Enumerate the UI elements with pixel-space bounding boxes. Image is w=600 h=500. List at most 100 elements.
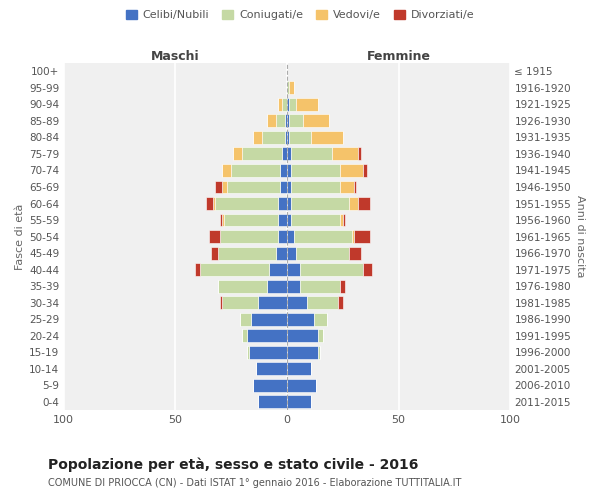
Bar xyxy=(242,330,247,342)
Bar xyxy=(253,131,262,144)
Bar xyxy=(352,230,354,243)
Text: Popolazione per età, sesso e stato civile - 2016: Popolazione per età, sesso e stato civil… xyxy=(48,458,418,472)
Bar xyxy=(227,180,280,194)
Bar xyxy=(287,197,292,210)
Bar xyxy=(284,114,287,128)
Bar xyxy=(287,98,289,111)
Bar xyxy=(292,148,332,160)
Bar xyxy=(220,296,222,309)
Bar xyxy=(338,296,343,309)
Bar xyxy=(302,114,329,128)
Bar xyxy=(200,263,269,276)
Bar xyxy=(287,280,300,292)
Bar xyxy=(269,263,287,276)
Text: COMUNE DI PRIOCCA (CN) - Dati ISTAT 1° gennaio 2016 - Elaborazione TUTTITALIA.IT: COMUNE DI PRIOCCA (CN) - Dati ISTAT 1° g… xyxy=(48,478,461,488)
Bar xyxy=(220,214,222,226)
Bar xyxy=(287,180,292,194)
Text: Maschi: Maschi xyxy=(151,50,200,63)
Bar xyxy=(209,230,220,243)
Bar xyxy=(296,98,318,111)
Bar xyxy=(287,346,318,358)
Bar xyxy=(300,280,340,292)
Bar xyxy=(267,114,276,128)
Bar xyxy=(278,98,283,111)
Bar xyxy=(314,313,327,326)
Bar xyxy=(311,131,343,144)
Bar xyxy=(206,197,213,210)
Bar xyxy=(253,379,287,392)
Bar xyxy=(287,396,311,408)
Bar xyxy=(292,214,340,226)
Bar xyxy=(287,164,292,177)
Bar xyxy=(222,164,231,177)
Bar xyxy=(251,313,287,326)
Bar xyxy=(222,296,258,309)
Bar xyxy=(278,230,287,243)
Bar xyxy=(276,246,287,260)
Bar xyxy=(332,148,358,160)
Bar xyxy=(215,197,278,210)
Bar xyxy=(354,230,370,243)
Bar xyxy=(247,330,287,342)
Bar xyxy=(278,214,287,226)
Bar xyxy=(224,214,278,226)
Bar xyxy=(287,379,316,392)
Bar xyxy=(218,246,276,260)
Bar xyxy=(196,263,200,276)
Bar xyxy=(276,114,284,128)
Y-axis label: Anni di nascita: Anni di nascita xyxy=(575,196,585,278)
Bar xyxy=(343,214,345,226)
Bar xyxy=(256,362,287,376)
Bar xyxy=(340,180,354,194)
Bar xyxy=(280,180,287,194)
Bar xyxy=(287,148,292,160)
Bar xyxy=(287,330,318,342)
Bar xyxy=(349,246,361,260)
Bar xyxy=(242,148,283,160)
Bar xyxy=(287,82,289,94)
Bar xyxy=(289,114,302,128)
Bar xyxy=(213,197,215,210)
Bar xyxy=(240,313,251,326)
Bar xyxy=(318,346,320,358)
Bar xyxy=(300,263,363,276)
Bar xyxy=(340,164,363,177)
Text: Femmine: Femmine xyxy=(367,50,431,63)
Bar xyxy=(318,330,323,342)
Bar xyxy=(289,131,311,144)
Bar xyxy=(267,280,287,292)
Bar xyxy=(284,131,287,144)
Bar xyxy=(340,280,345,292)
Bar xyxy=(287,263,300,276)
Y-axis label: Fasce di età: Fasce di età xyxy=(15,204,25,270)
Bar xyxy=(340,214,343,226)
Bar xyxy=(287,131,289,144)
Bar xyxy=(307,296,338,309)
Bar xyxy=(280,164,287,177)
Bar xyxy=(278,197,287,210)
Bar xyxy=(287,362,311,376)
Bar xyxy=(287,246,296,260)
Legend: Celibi/Nubili, Coniugati/e, Vedovi/e, Divorziati/e: Celibi/Nubili, Coniugati/e, Vedovi/e, Di… xyxy=(121,6,479,25)
Bar xyxy=(296,246,349,260)
Bar xyxy=(292,197,349,210)
Bar xyxy=(363,164,367,177)
Bar xyxy=(287,114,289,128)
Bar xyxy=(287,214,292,226)
Bar xyxy=(287,296,307,309)
Bar xyxy=(363,263,372,276)
Bar xyxy=(220,230,278,243)
Bar xyxy=(215,180,222,194)
Bar xyxy=(289,82,293,94)
Bar xyxy=(222,180,227,194)
Bar xyxy=(247,346,249,358)
Bar xyxy=(218,280,267,292)
Bar xyxy=(289,98,296,111)
Bar xyxy=(287,230,293,243)
Bar xyxy=(292,180,340,194)
Bar xyxy=(258,296,287,309)
Bar xyxy=(249,346,287,358)
Bar xyxy=(349,197,358,210)
Bar xyxy=(283,148,287,160)
Bar xyxy=(287,313,314,326)
